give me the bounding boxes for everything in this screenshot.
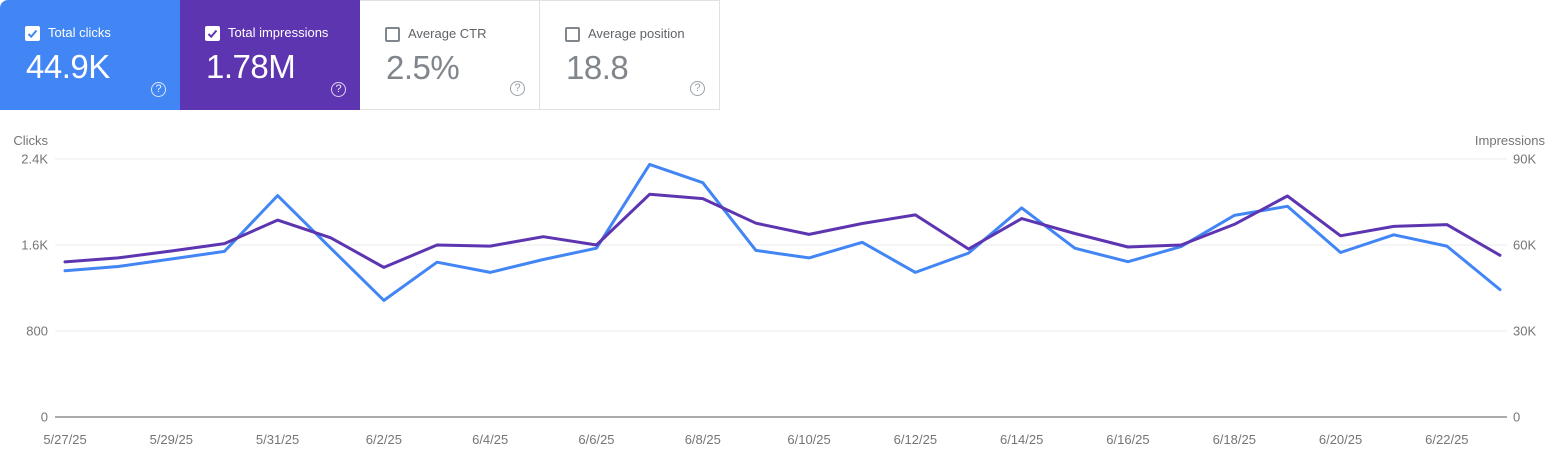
left-axis-title: Clicks <box>13 133 48 148</box>
total-clicks-checkbox[interactable] <box>25 25 40 41</box>
average-position-checkbox[interactable] <box>565 26 580 42</box>
card-value: 2.5% <box>386 49 460 86</box>
card-total-clicks[interactable]: Total clicks 44.9K ? <box>0 0 180 110</box>
right-axis-tick: 60K <box>1513 238 1536 253</box>
card-value: 1.78M <box>206 48 296 85</box>
x-axis-date-label: 6/18/25 <box>1213 432 1256 447</box>
metric-cards: Total clicks 44.9K ? Total impressions 1… <box>0 0 720 110</box>
x-axis-date-label: 6/2/25 <box>366 432 402 447</box>
checkmark-icon <box>207 29 218 38</box>
x-axis-date-label: 6/4/25 <box>472 432 508 447</box>
help-icon[interactable]: ? <box>690 81 705 96</box>
x-axis-date-label: 6/12/25 <box>894 432 937 447</box>
left-axis-tick: 0 <box>41 410 48 425</box>
right-axis-tick: 30K <box>1513 324 1536 339</box>
series-line-impressions <box>63 192 1502 269</box>
card-total-impressions[interactable]: Total impressions 1.78M ? <box>180 0 360 110</box>
left-axis-tick: 1.6K <box>21 238 48 253</box>
x-axis-date-label: 6/14/25 <box>1000 432 1043 447</box>
x-axis-date-label: 5/29/25 <box>150 432 193 447</box>
x-axis-date-label: 6/16/25 <box>1106 432 1149 447</box>
help-icon[interactable]: ? <box>510 81 525 96</box>
x-axis-date-label: 6/6/25 <box>578 432 614 447</box>
total-impressions-checkbox[interactable] <box>205 25 220 41</box>
card-label: Average CTR <box>408 26 487 41</box>
right-axis-tick: 90K <box>1513 152 1536 167</box>
card-label: Total clicks <box>48 25 111 40</box>
right-axis-tick: 0 <box>1513 410 1520 425</box>
x-axis-date-label: 6/10/25 <box>787 432 830 447</box>
right-axis-title: Impressions <box>1475 133 1546 148</box>
card-average-ctr[interactable]: Average CTR 2.5% ? <box>360 0 540 110</box>
left-axis-tick: 2.4K <box>21 152 48 167</box>
checkmark-icon <box>27 29 38 38</box>
card-value: 44.9K <box>26 48 110 85</box>
card-value: 18.8 <box>566 49 629 86</box>
card-label: Average position <box>588 26 685 41</box>
x-axis-date-label: 6/22/25 <box>1425 432 1468 447</box>
card-average-position[interactable]: Average position 18.8 ? <box>540 0 720 110</box>
help-icon[interactable]: ? <box>151 82 166 97</box>
average-ctr-checkbox[interactable] <box>385 26 400 42</box>
help-icon[interactable]: ? <box>331 82 346 97</box>
x-axis-date-label: 6/20/25 <box>1319 432 1362 447</box>
x-axis-date-label: 6/8/25 <box>685 432 721 447</box>
left-axis-tick: 800 <box>26 324 48 339</box>
x-axis-date-label: 5/27/25 <box>43 432 86 447</box>
series-line-clicks <box>63 162 1502 302</box>
card-label: Total impressions <box>228 25 329 40</box>
x-axis-date-label: 5/31/25 <box>256 432 299 447</box>
